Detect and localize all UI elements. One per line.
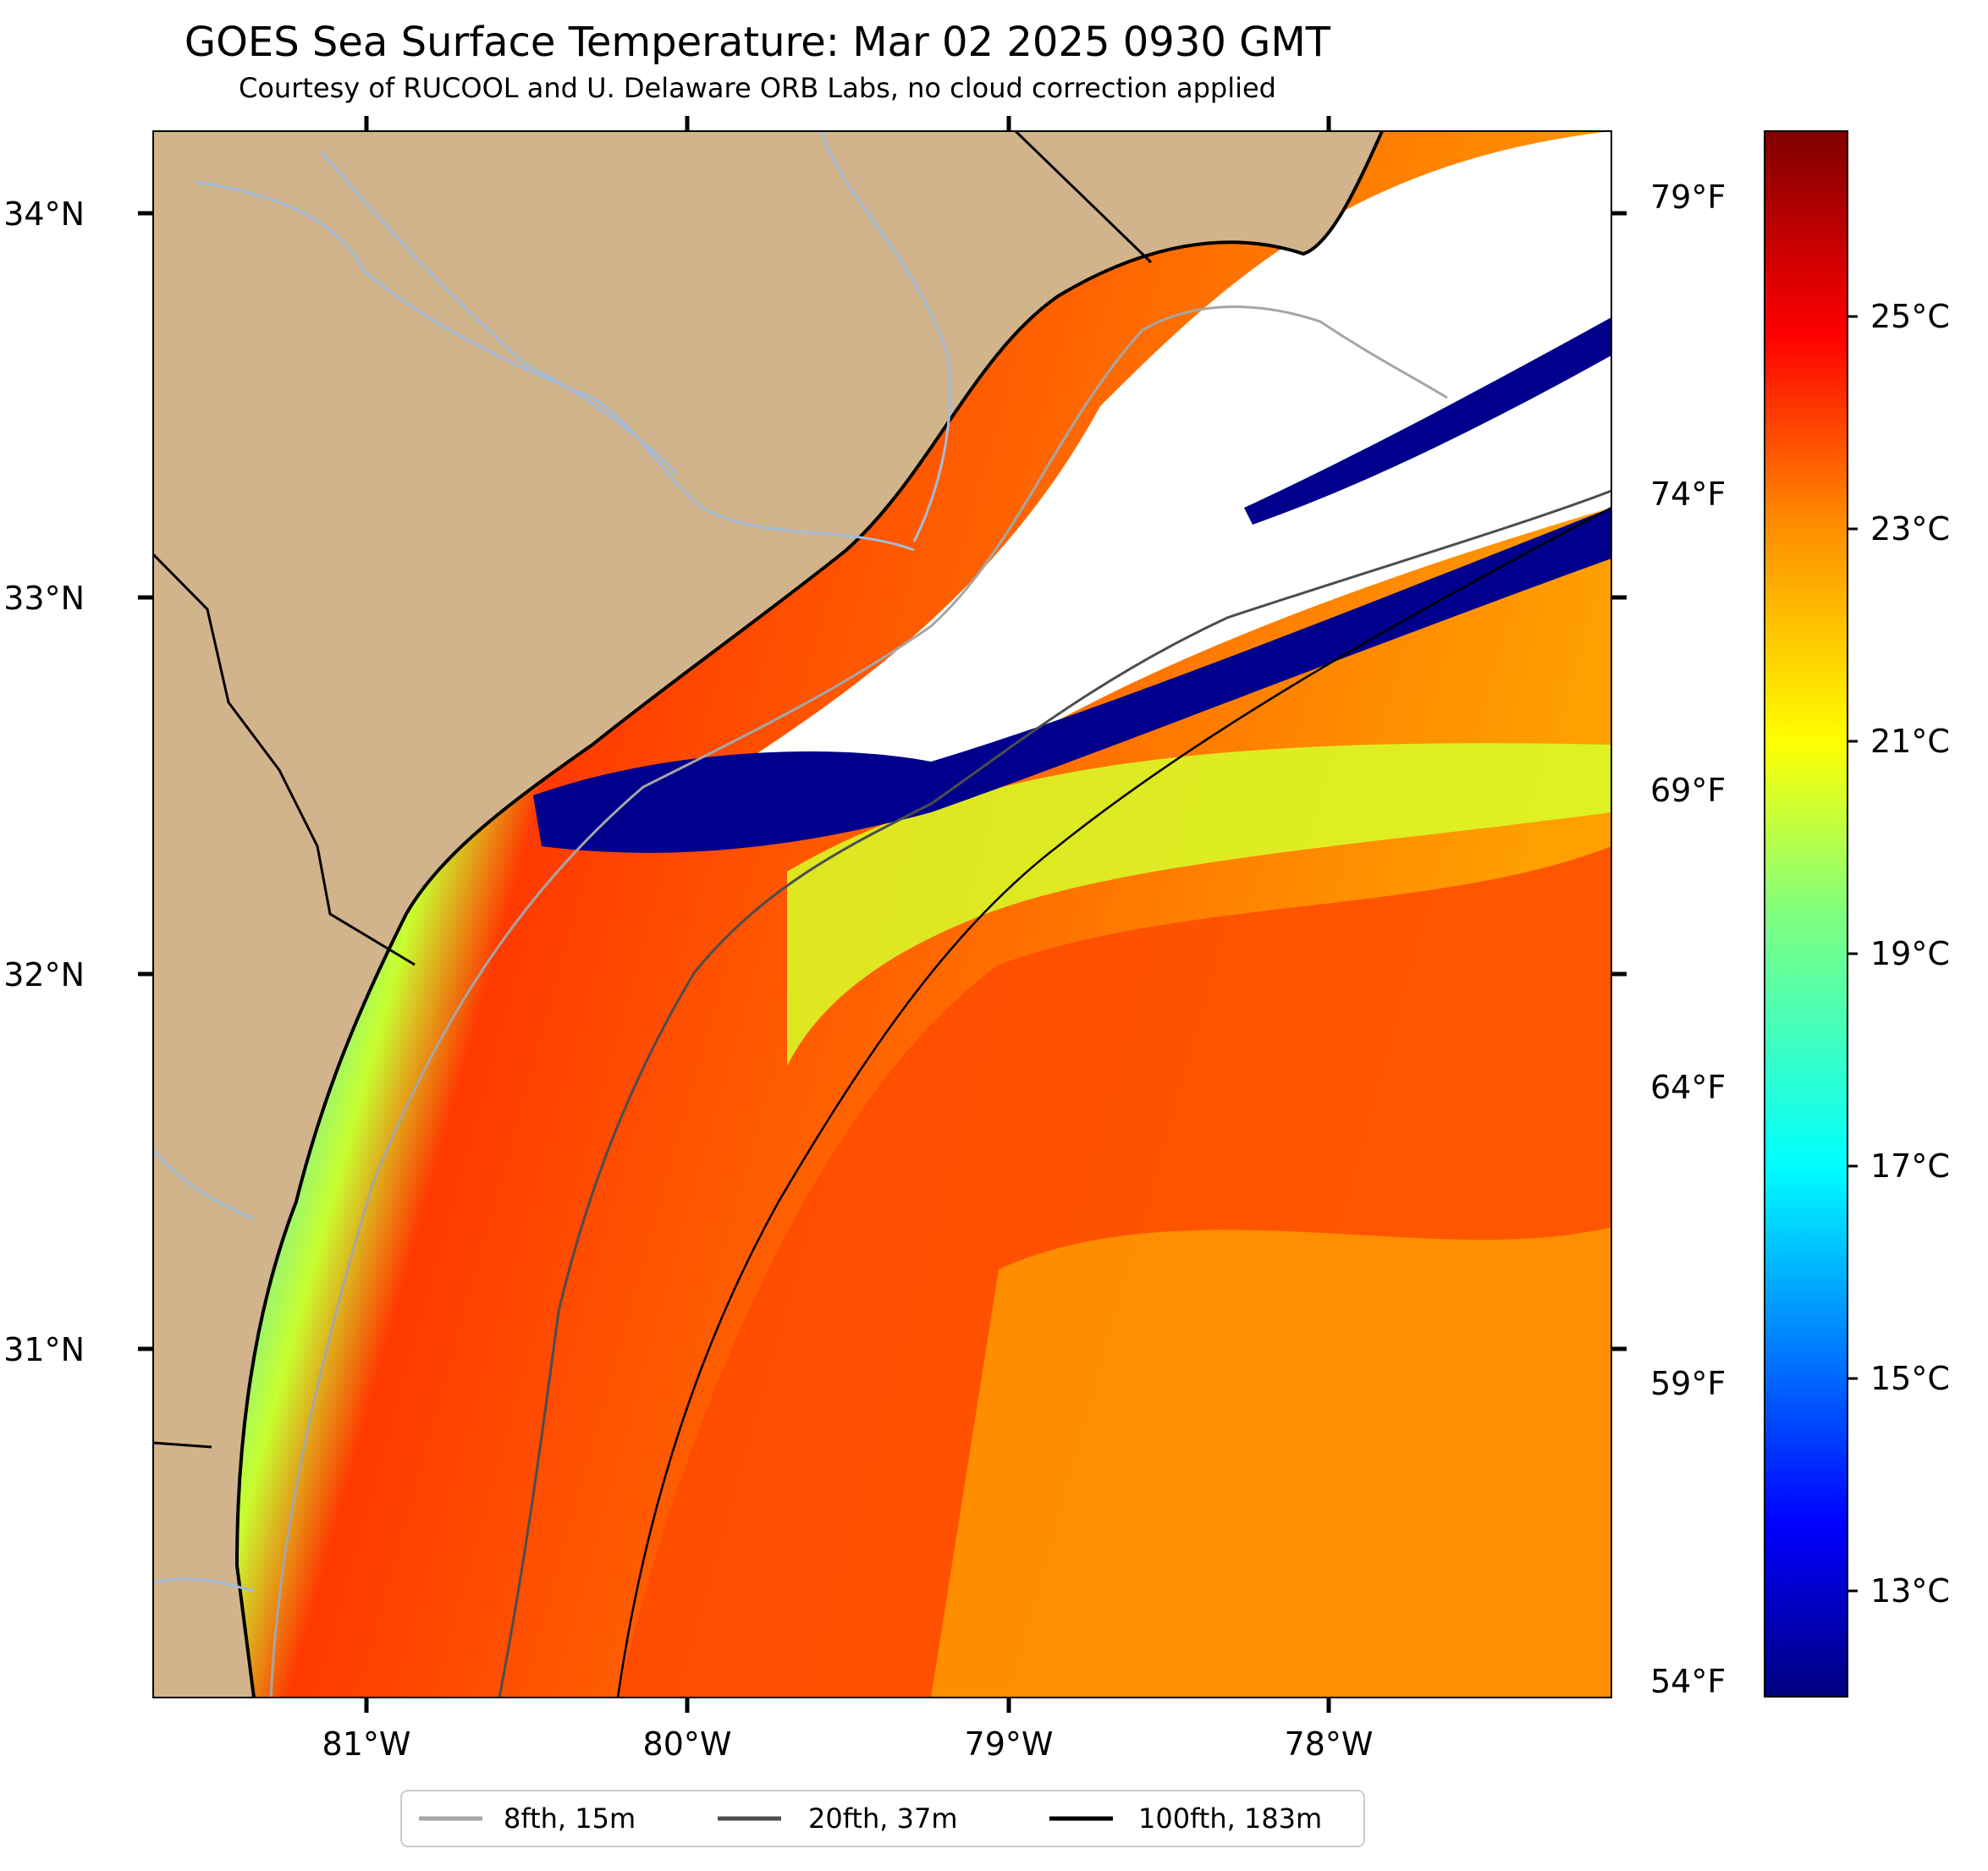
map-title: GOES Sea Surface Temperature: Mar 02 202…	[184, 19, 1331, 66]
lon-label: 80°W	[643, 1725, 732, 1763]
map-subtitle: Courtesy of RUCOOL and U. Delaware ORB L…	[239, 72, 1276, 104]
longitude-ticks	[364, 116, 1331, 1713]
latitude-ticks	[138, 211, 1627, 1351]
coastline	[234, 131, 1384, 1698]
bathymetry-8fth	[269, 305, 1448, 1698]
bathymetry-20fth	[498, 489, 1611, 1698]
fahrenheit-label: 69°F	[1650, 772, 1726, 809]
river	[153, 1577, 255, 1593]
legend-label: 100fth, 183m	[1138, 1802, 1322, 1835]
map-panel	[153, 131, 1611, 1698]
river	[819, 131, 952, 542]
fahrenheit-scale: 79°F 74°F 69°F 64°F 59°F 54°F	[1650, 179, 1726, 1700]
fahrenheit-label: 64°F	[1650, 1069, 1726, 1106]
fahrenheit-label: 79°F	[1650, 179, 1726, 216]
colorbar-label: 17°C	[1870, 1147, 1950, 1185]
warm-offshore-water	[931, 1227, 1611, 1698]
colorbar-label: 19°C	[1870, 935, 1950, 972]
lat-label: 31°N	[3, 1331, 85, 1368]
lat-label: 34°N	[3, 195, 85, 233]
lat-label: 32°N	[3, 956, 85, 993]
fahrenheit-label: 54°F	[1650, 1663, 1726, 1700]
colorbar-label: 15°C	[1870, 1360, 1950, 1397]
legend: 8fth, 15m 20fth, 37m 100fth, 183m	[400, 1790, 1365, 1847]
legend-box	[400, 1790, 1365, 1847]
state-border-nc-sc	[1014, 131, 1153, 264]
colorbar	[1764, 130, 1848, 1698]
lon-label: 81°W	[322, 1725, 411, 1763]
state-border-sc-ga	[153, 553, 416, 966]
colorbar-ticks	[1848, 315, 1858, 1593]
lon-label: 78°W	[1285, 1725, 1374, 1763]
cold-nearshore-strip	[533, 508, 1611, 853]
cloud-mask	[745, 131, 1611, 779]
map-frame	[152, 130, 1612, 1698]
river	[320, 151, 679, 476]
shelf-front-band	[787, 743, 1611, 1066]
lat-label: 33°N	[3, 580, 85, 617]
colorbar-label: 25°C	[1870, 298, 1950, 335]
colorbar-labels: 25°C 23°C 21°C 19°C 17°C 15°C 13°C	[1870, 298, 1950, 1610]
legend-label: 20fth, 37m	[808, 1802, 957, 1835]
legend-label: 8fth, 15m	[504, 1802, 636, 1835]
fahrenheit-label: 74°F	[1650, 476, 1726, 513]
bathymetry-100fth	[616, 506, 1611, 1698]
cold-strip-north	[1244, 317, 1611, 525]
colorbar-label: 13°C	[1870, 1572, 1950, 1610]
colorbar-label: 23°C	[1870, 510, 1950, 548]
river	[194, 180, 915, 552]
river	[153, 1149, 255, 1220]
state-border-ga-fl	[153, 1441, 212, 1449]
lon-label: 79°W	[965, 1725, 1054, 1763]
colorbar-label: 21°C	[1870, 723, 1950, 760]
fahrenheit-label: 59°F	[1650, 1365, 1726, 1402]
land-area	[153, 131, 1382, 1698]
